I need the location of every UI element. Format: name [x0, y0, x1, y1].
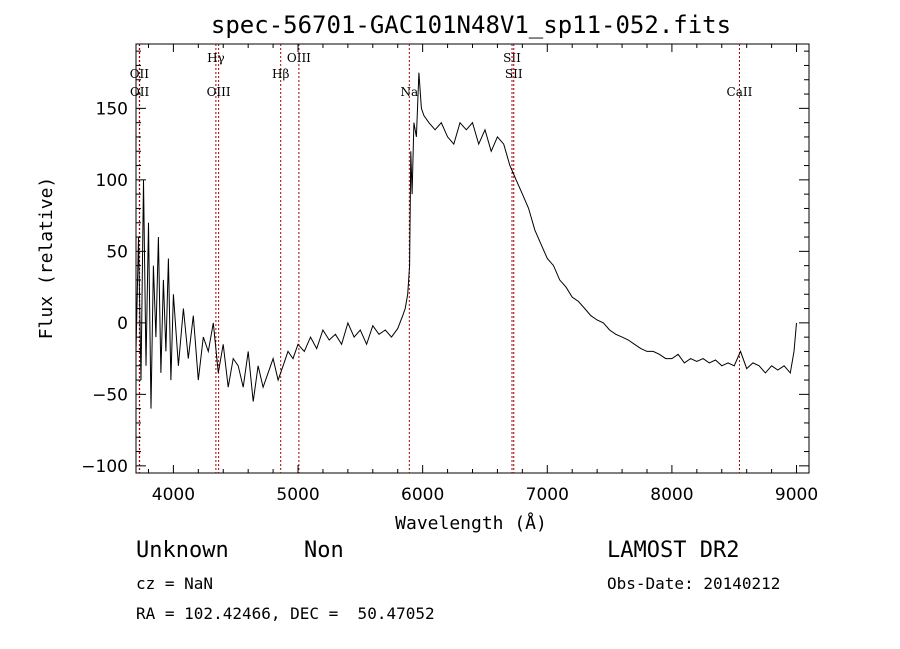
emission-line-label: SII: [505, 67, 523, 81]
y-tick-label: −50: [92, 385, 128, 405]
x-tick-label: 6000: [401, 485, 444, 505]
x-tick-label: 7000: [526, 485, 569, 505]
y-tick-label: 100: [96, 171, 128, 191]
emission-line-label: Hβ: [272, 67, 289, 81]
emission-line-label: SII: [503, 51, 521, 65]
y-tick-label: −100: [81, 457, 128, 477]
chart-title: spec-56701-GAC101N48V1_sp11-052.fits: [211, 11, 731, 39]
x-axis: 4000 5000 6000 7000 8000 9000: [147, 44, 818, 505]
x-tick-label: 8000: [650, 485, 693, 505]
spectrum-series: [136, 72, 797, 409]
x-axis-label: Wavelength (Å): [395, 512, 547, 534]
y-tick-label: 150: [96, 99, 128, 119]
coordinates: RA = 102.42466, DEC = 50.47052: [136, 604, 435, 623]
x-tick-label: 4000: [152, 485, 195, 505]
survey-name: LAMOST DR2: [607, 538, 740, 563]
cz-value: cz = NaN: [136, 574, 214, 593]
y-tick-label: 50: [106, 242, 128, 262]
emission-line-label: Hγ: [207, 51, 225, 65]
emission-line-label: Na: [400, 85, 418, 99]
spectrum-plot: spec-56701-GAC101N48V1_sp11-052.fits OII…: [36, 11, 818, 534]
x-tick-label: 5000: [276, 485, 319, 505]
y-tick-label: 0: [117, 314, 128, 334]
x-tick-label: 9000: [775, 485, 818, 505]
emission-line-label: OIII: [287, 51, 311, 65]
y-axis: −100 −50 0 50 100 150: [81, 50, 809, 477]
y-axis-label: Flux (relative): [36, 177, 57, 340]
emission-line-label: OIII: [207, 85, 231, 99]
plot-frame: [135, 43, 810, 474]
emission-line-label: CaII: [727, 85, 753, 99]
obs-date: Obs-Date: 20140212: [607, 574, 781, 593]
object-subclass: Non: [304, 538, 344, 563]
emission-line-label: OII: [130, 85, 150, 99]
object-class: Unknown: [136, 538, 229, 563]
spectrum-line: [136, 72, 797, 409]
